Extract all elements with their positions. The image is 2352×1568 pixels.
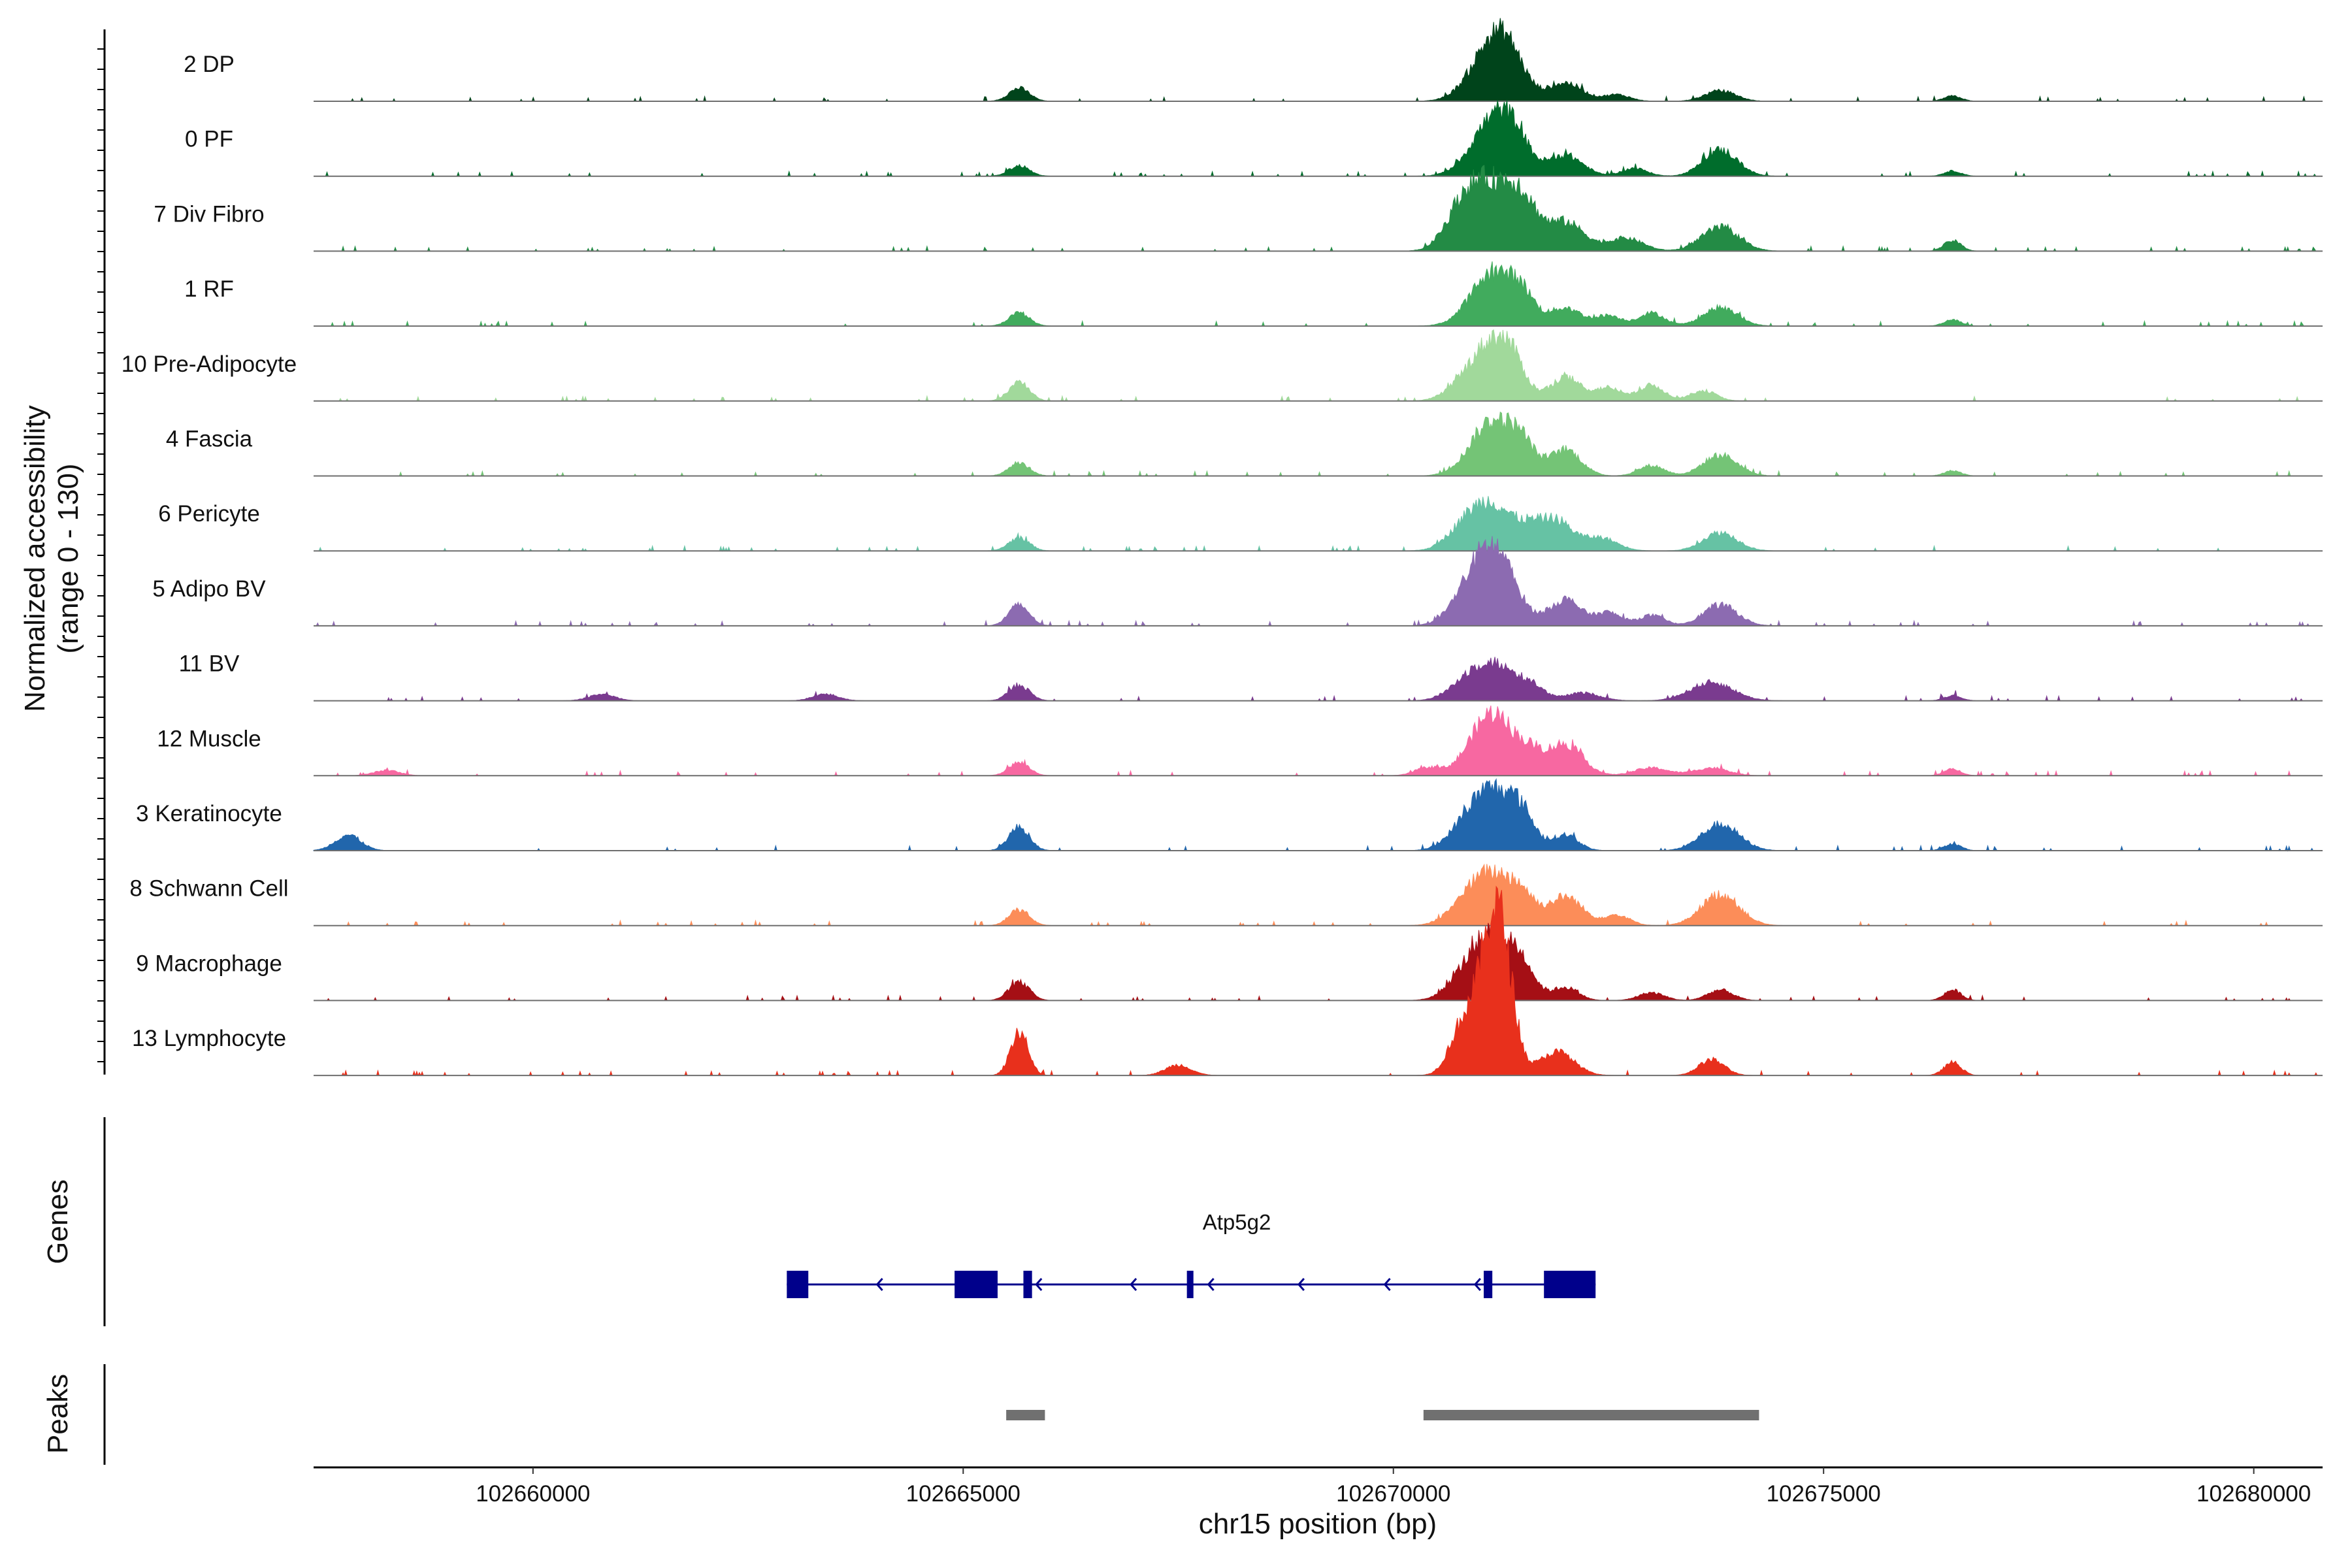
gene-strand-arrow: [1297, 1278, 1305, 1291]
gene-exon: [1186, 1271, 1194, 1298]
coverage-area: [314, 411, 2323, 476]
genes-axis-title: Genes: [42, 1179, 74, 1264]
coverage-area: [313, 777, 2323, 852]
coverage-area: [314, 261, 2323, 327]
gene-strand-arrow: [1383, 1278, 1391, 1291]
track-label: 11 BV: [179, 651, 240, 677]
gene-exon: [1023, 1271, 1032, 1298]
coverage-area: [314, 496, 2323, 552]
gene-strand-arrow: [875, 1278, 883, 1291]
coverage-area: [314, 705, 2323, 777]
coverage-track: 1 RF: [184, 261, 2323, 327]
track-label: 6 Pericyte: [158, 501, 260, 527]
x-axis: 102660000 102665000 102670000 102675000 1026…: [314, 1466, 2323, 1507]
coverage-area: [314, 100, 2323, 178]
coverage-area: [314, 657, 2323, 702]
coverage-area: [314, 885, 2323, 1077]
track-label: 4 Fascia: [166, 427, 253, 452]
track-label: 5 Adipo BV: [152, 576, 266, 602]
peak-region: [1423, 1410, 1759, 1420]
coverage-tracks: 2 DP 0 PF 7 Div Fibro 1 RF 10 Pre-Adipocyte 4…: [97, 18, 2323, 1077]
gene-strand-arrow: [1035, 1278, 1043, 1291]
coverage-track: 0 PF: [185, 100, 2323, 178]
gene-exon: [1544, 1271, 1596, 1298]
peak-region: [1006, 1410, 1045, 1420]
coverage-area: [314, 536, 2323, 627]
x-tick-label: 102675000: [1767, 1481, 1881, 1507]
y-axis-title-line1: Normalized accessibility: [19, 405, 51, 711]
coverage-area: [314, 923, 2323, 1002]
peaks-axis-title: Peaks: [42, 1374, 74, 1454]
coverage-area: [314, 329, 2323, 402]
coverage-track: 11 BV: [179, 651, 2323, 702]
x-tick-label: 102680000: [2197, 1481, 2311, 1507]
track-label: 13 Lymphocyte: [132, 1026, 286, 1051]
y-axis-title-line2: (range 0 - 130): [52, 463, 84, 653]
x-tick-label: 102660000: [476, 1481, 590, 1507]
coverage-track: 6 Pericyte: [158, 496, 2323, 552]
coverage-track: 10 Pre-Adipocyte: [122, 329, 2323, 402]
gene-strand-arrow: [1130, 1278, 1137, 1291]
track-label: 7 Div Fibro: [154, 201, 264, 227]
x-axis-title: chr15 position (bp): [1199, 1508, 1437, 1540]
track-label: 10 Pre-Adipocyte: [122, 351, 297, 377]
track-label: 8 Schwann Cell: [129, 876, 288, 902]
coverage-track: 12 Muscle: [157, 705, 2323, 777]
track-label: 9 Macrophage: [136, 951, 282, 976]
gene-exon: [787, 1271, 809, 1298]
gene-name-label: Atp5g2: [1203, 1210, 1271, 1234]
coverage-track: 2 DP: [184, 18, 2323, 103]
coverage-track: 8 Schwann Cell: [129, 863, 2323, 927]
coverage-track: 3 Keratinocyte: [136, 777, 2323, 852]
gene-exon: [955, 1271, 998, 1298]
coverage-track: 13 Lymphocyte: [132, 885, 2323, 1077]
coverage-track: 9 Macrophage: [136, 923, 2323, 1002]
coverage-track: 4 Fascia: [166, 411, 2323, 477]
genes-panel: Atp5g2: [103, 1117, 1596, 1326]
coverage-area: [314, 863, 2323, 927]
peaks-panel: [103, 1364, 1759, 1465]
x-tick-label: 102665000: [906, 1481, 1021, 1507]
track-label: 12 Muscle: [157, 726, 261, 751]
gene-strand-arrow: [1473, 1278, 1481, 1291]
track-label: 1 RF: [184, 276, 234, 302]
coverage-track: 5 Adipo BV: [152, 536, 2323, 627]
coverage-area: [314, 165, 2323, 253]
track-label: 0 PF: [185, 127, 233, 152]
gene-exon: [1484, 1271, 1493, 1298]
track-label: 2 DP: [184, 52, 235, 77]
coverage-track: 7 Div Fibro: [154, 165, 2323, 253]
coverage-area: [314, 18, 2323, 103]
x-tick-label: 102670000: [1336, 1481, 1450, 1507]
track-label: 3 Keratinocyte: [136, 801, 282, 826]
gene-strand-arrow: [1207, 1278, 1215, 1291]
